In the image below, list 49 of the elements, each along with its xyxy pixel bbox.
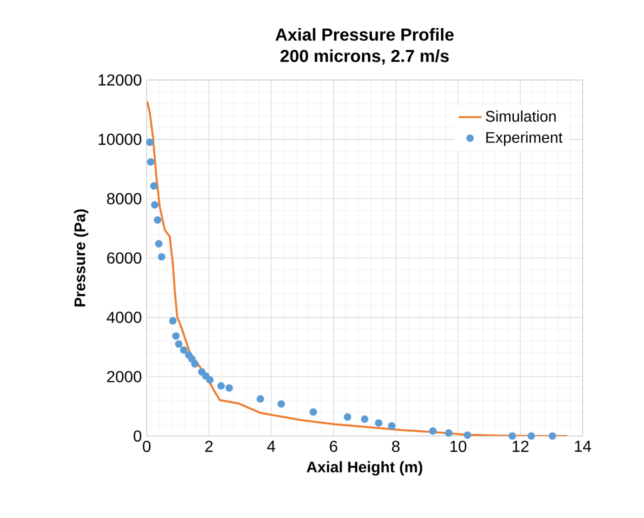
point [360, 415, 368, 423]
point [151, 201, 159, 209]
legend-label: Simulation [486, 110, 556, 122]
y-axis-title: Pressure (Pa) [74, 209, 88, 306]
x-tick-label: 10 [450, 440, 466, 452]
x-tick-label: 8 [392, 440, 400, 452]
legend-label: Experiment [486, 132, 563, 146]
point [217, 382, 225, 390]
point [256, 395, 264, 403]
point [191, 360, 199, 368]
point [310, 408, 318, 416]
chart-title: Axial Pressure Profile [276, 28, 454, 41]
y-tick-label: 2000 [107, 370, 142, 382]
y-tick-label: 12000 [98, 74, 142, 86]
x-tick-label: 4 [267, 440, 276, 452]
y-tick-label: 0 [134, 430, 142, 442]
y-tick-label: 4000 [106, 312, 142, 323]
point [146, 138, 154, 146]
point [445, 429, 452, 437]
y-tick-label: 8000 [107, 193, 142, 204]
x-tick-label: 0 [142, 440, 150, 452]
point [429, 427, 437, 435]
point [158, 253, 166, 261]
x-tick-label: 6 [330, 440, 338, 452]
point [175, 340, 182, 348]
y-tick-label: 6000 [107, 252, 142, 264]
point [155, 240, 163, 248]
point [388, 422, 396, 430]
point [154, 216, 162, 224]
x-tick-label: 14 [574, 440, 592, 452]
point [225, 384, 233, 392]
x-axis-title: Axial Height (m) [306, 461, 422, 476]
point [146, 158, 154, 166]
point [464, 431, 472, 439]
point [172, 332, 180, 340]
point [206, 376, 214, 384]
point [344, 413, 352, 421]
point [180, 346, 188, 354]
y-tick-label: 10000 [98, 134, 142, 145]
point [169, 317, 177, 325]
x-tick-label: 12 [512, 440, 528, 452]
point [508, 432, 516, 440]
point [374, 419, 382, 427]
chart-subtitle: 200 microns, 2.7 m/s [280, 49, 449, 65]
point [150, 182, 158, 190]
point [277, 400, 285, 408]
point [548, 432, 556, 440]
point [528, 432, 536, 440]
x-tick-label: 2 [205, 440, 213, 452]
